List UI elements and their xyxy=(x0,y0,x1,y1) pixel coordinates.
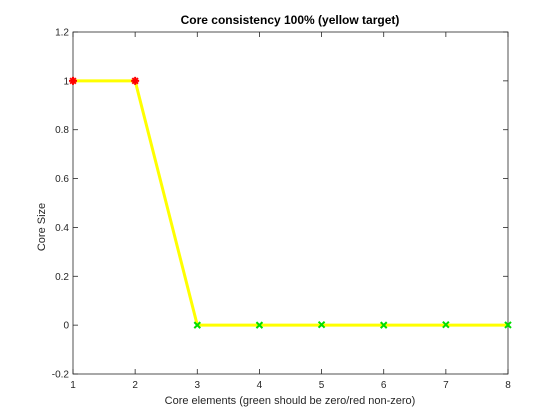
y-tick-label: -0.2 xyxy=(52,370,70,381)
y-tick-label: 1 xyxy=(63,76,69,87)
x-tick-label: 6 xyxy=(381,380,387,391)
y-tick-label: 0 xyxy=(63,321,69,332)
y-tick-label: 1.2 xyxy=(55,28,69,39)
y-tick-label: 0.4 xyxy=(55,223,69,234)
x-tick-label: 7 xyxy=(443,380,449,391)
y-tick-label: 0.8 xyxy=(55,125,69,136)
x-axis-label: Core elements (green should be zero/red … xyxy=(165,395,416,407)
x-tick-label: 1 xyxy=(70,380,76,391)
x-tick-label: 5 xyxy=(319,380,325,391)
nonzero-core-marker xyxy=(69,77,77,85)
chart-title: Core consistency 100% (yellow target) xyxy=(181,13,400,27)
y-tick-label: 0.6 xyxy=(55,174,69,185)
x-tick-label: 8 xyxy=(505,380,511,391)
y-tick-label: 0.2 xyxy=(55,272,69,283)
x-tick-label: 4 xyxy=(257,380,263,391)
x-tick-label: 2 xyxy=(132,380,138,391)
x-tick-label: 3 xyxy=(195,380,201,391)
nonzero-core-marker xyxy=(131,77,139,85)
y-axis-label: Core Size xyxy=(36,203,48,251)
